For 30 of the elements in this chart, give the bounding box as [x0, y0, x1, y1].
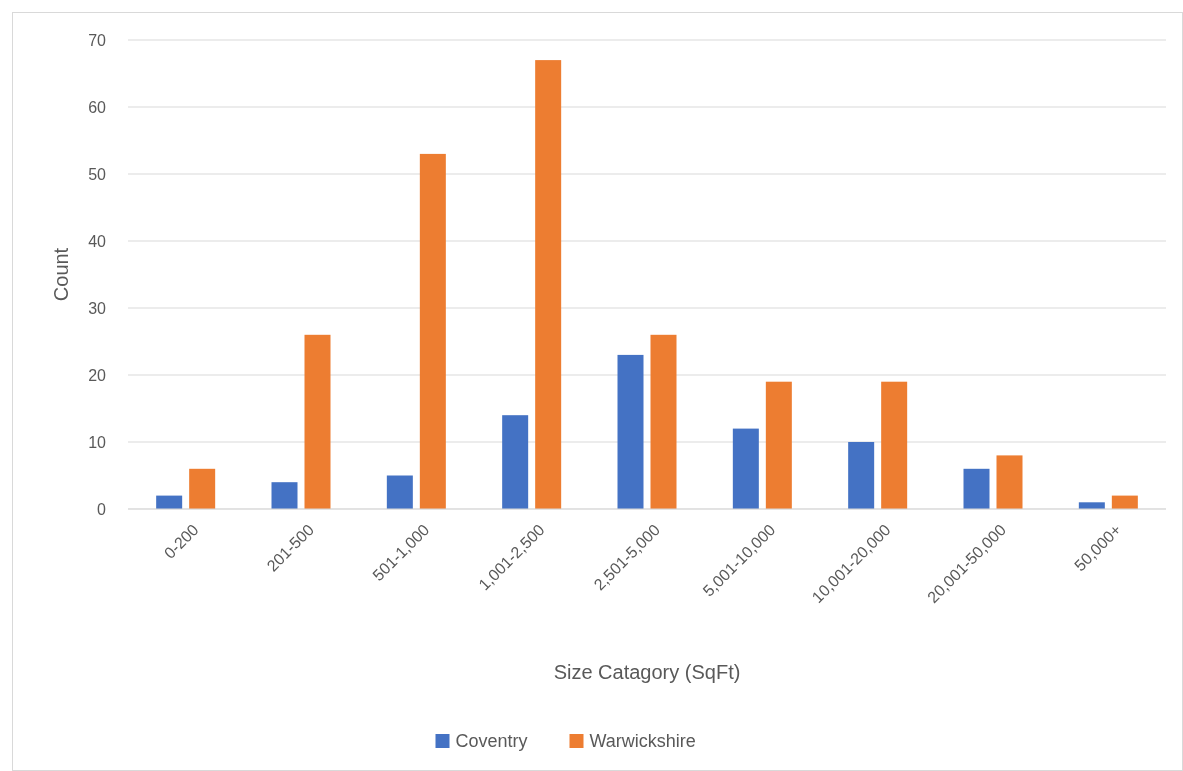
y-tick-label: 30 — [88, 299, 107, 317]
y-axis-title: Count — [50, 247, 72, 302]
y-tick-label: 50 — [88, 165, 107, 183]
bar — [535, 60, 562, 509]
legend-label: Warwickshire — [589, 731, 696, 752]
y-tick-label: 70 — [88, 31, 107, 49]
y-tick-label: 0 — [97, 500, 107, 518]
y-tick-label: 10 — [88, 433, 107, 451]
bar — [386, 475, 413, 509]
bar — [996, 455, 1023, 509]
y-tick-label: 60 — [88, 98, 107, 116]
bar — [271, 482, 298, 509]
bar — [189, 468, 216, 509]
bar — [617, 354, 644, 509]
bar — [650, 334, 677, 509]
bar — [765, 381, 792, 509]
bar — [1111, 495, 1138, 509]
bar — [732, 428, 759, 509]
bar — [502, 415, 529, 509]
bar — [304, 334, 331, 509]
bar — [419, 153, 446, 509]
bar — [848, 442, 875, 509]
legend-label: Coventry — [455, 731, 528, 752]
y-tick-label: 40 — [88, 232, 107, 250]
bar — [881, 381, 908, 509]
bar — [963, 468, 990, 509]
y-tick-label: 20 — [88, 366, 107, 384]
bar — [1078, 502, 1105, 509]
x-axis-title: Size Catagory (SqFt) — [553, 661, 741, 683]
bar — [156, 495, 183, 509]
